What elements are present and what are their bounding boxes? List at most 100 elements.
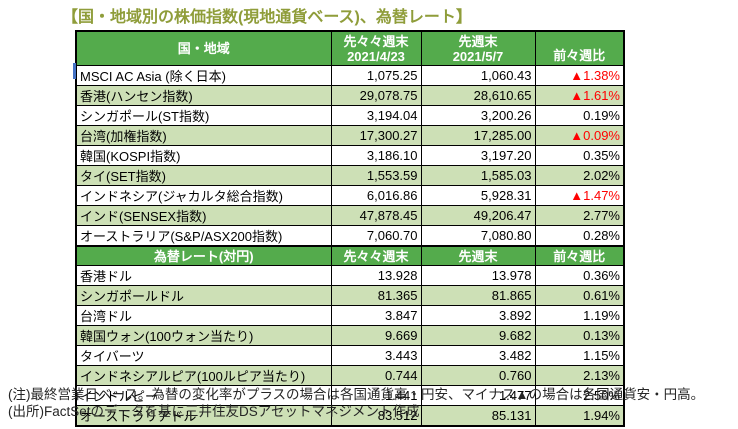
stock-header-prev2: 先々々週末 2021/4/23	[330, 30, 422, 66]
prev2-value-cell: 3.847	[330, 305, 422, 326]
fx-table-row: オーストラリアドル 83.512 85.131 1.94%	[75, 405, 625, 427]
prev2-value-cell: 0.744	[330, 365, 422, 386]
country-cell: シンガポールドル	[75, 285, 332, 306]
prev-value-cell: 0.760	[420, 365, 536, 386]
market-data-table: 国・地域 先々々週末 2021/4/23 先週末 2021/5/7 前々週比 M…	[75, 30, 625, 427]
change-cell: ▲1.38%	[534, 65, 625, 86]
prev-value-cell: 3.482	[420, 345, 536, 366]
prev2-value-cell: 7,060.70	[330, 225, 422, 247]
change-cell: 0.61%	[534, 285, 625, 306]
prev2-value-cell: 29,078.75	[330, 85, 422, 106]
country-cell: インドネシアルピア(100ルピア当たり)	[75, 365, 332, 386]
stock-header-change: 前々週比	[534, 30, 625, 66]
prev2-value-cell: 3,186.10	[330, 145, 422, 166]
stock-table-row: MSCI AC Asia (除く日本) 1,075.25 1,060.43 ▲1.38…	[75, 65, 625, 86]
country-cell: インドルピー	[75, 385, 332, 406]
country-cell: インドネシア(ジャカルタ総合指数)	[75, 185, 332, 206]
prev2-value-cell: 1,553.59	[330, 165, 422, 186]
stock-table-row: オーストラリア(S&P/ASX200指数) 7,060.70 7,080.80 0.2…	[75, 225, 625, 247]
prev-value-cell: 85.131	[420, 405, 536, 427]
prev-value-cell: 13.978	[420, 265, 536, 286]
country-cell: 韓国(KOSPI指数)	[75, 145, 332, 166]
source-line: (出所)FactSetのデータを基に三井住友DSアセットマネジメント作成	[8, 404, 420, 419]
stock-table-row: 台湾(加権指数) 17,300.27 17,285.00 ▲0.09%	[75, 125, 625, 146]
stock-table-row: インドネシア(ジャカルタ総合指数) 6,016.86 5,928.31 ▲1.47%	[75, 185, 625, 206]
country-cell: 台湾ドル	[75, 305, 332, 326]
stock-header-country: 国・地域	[75, 30, 332, 66]
change-cell: ▲0.09%	[534, 125, 625, 146]
change-cell: 0.19%	[534, 105, 625, 126]
stock-table-header: 国・地域 先々々週末 2021/4/23 先週末 2021/5/7 前々週比	[75, 30, 625, 66]
country-cell: オーストラリア(S&P/ASX200指数)	[75, 225, 332, 247]
stock-table-row: インド(SENSEX指数) 47,878.45 49,206.47 2.77%	[75, 205, 625, 226]
change-cell: 1.19%	[534, 305, 625, 326]
note-line: (注)最終営業日ベース。為替の変化率がプラスの場合は各国通貨高・円安、マイナス▲…	[8, 387, 705, 402]
country-cell: 韓国ウォン(100ウォン当たり)	[75, 325, 332, 346]
change-cell: 0.36%	[534, 265, 625, 286]
page-title: 【国・地域別の株価指数(現地通貨ベース)、為替レート】	[62, 9, 472, 26]
change-cell: 2.02%	[534, 165, 625, 186]
prev-value-cell: 3.892	[420, 305, 536, 326]
change-cell: 0.35%	[534, 145, 625, 166]
stock-header-prev2-date: 2021/4/23	[347, 48, 405, 64]
stock-header-row: 国・地域 先々々週末 2021/4/23 先週末 2021/5/7 前々週比	[75, 30, 625, 66]
prev2-value-cell: 9.669	[330, 325, 422, 346]
change-cell: 1.94%	[534, 405, 625, 427]
change-cell: 1.15%	[534, 345, 625, 366]
prev-value-cell: 81.865	[420, 285, 536, 306]
fx-header-prev: 先週末	[420, 245, 536, 266]
prev2-value-cell: 3.443	[330, 345, 422, 366]
fx-table-row: インドルピー 1.441 1.477 2.50%	[75, 385, 625, 406]
country-cell: オーストラリアドル	[75, 405, 332, 427]
stock-header-prev2-label: 先々々週末	[343, 33, 409, 49]
prev2-value-cell: 83.512	[330, 405, 422, 427]
country-cell: シンガポール(ST指数)	[75, 105, 332, 126]
prev2-value-cell: 47,878.45	[330, 205, 422, 226]
prev-value-cell: 3,197.20	[420, 145, 536, 166]
fx-header-row: 為替レート(対円) 先々々週末 先週末 前々週比	[75, 245, 625, 266]
fx-table-row: 香港ドル 13.928 13.978 0.36%	[75, 265, 625, 286]
country-cell: インド(SENSEX指数)	[75, 205, 332, 226]
prev-value-cell: 7,080.80	[420, 225, 536, 247]
prev2-value-cell: 1.441	[330, 385, 422, 406]
prev2-value-cell: 81.365	[330, 285, 422, 306]
country-cell: タイバーツ	[75, 345, 332, 366]
country-cell: MSCI AC Asia (除く日本)	[75, 65, 332, 86]
prev-value-cell: 1.477	[420, 385, 536, 406]
country-cell: 香港(ハンセン指数)	[75, 85, 332, 106]
stock-table-row: タイ(SET指数) 1,553.59 1,585.03 2.02%	[75, 165, 625, 186]
fx-header-country: 為替レート(対円)	[75, 245, 332, 266]
prev-value-cell: 5,928.31	[420, 185, 536, 206]
prev-value-cell: 1,585.03	[420, 165, 536, 186]
fx-header-prev2: 先々々週末	[330, 245, 422, 266]
prev-value-cell: 3,200.26	[420, 105, 536, 126]
prev-value-cell: 49,206.47	[420, 205, 536, 226]
prev-value-cell: 1,060.43	[420, 65, 536, 86]
fx-table-row: インドネシアルピア(100ルピア当たり) 0.744 0.760 2.13%	[75, 365, 625, 386]
stock-header-prev-label: 先週末	[458, 33, 498, 49]
fx-table-row: 韓国ウォン(100ウォン当たり) 9.669 9.682 0.13%	[75, 325, 625, 346]
prev2-value-cell: 6,016.86	[330, 185, 422, 206]
footnotes: (注)最終営業日ベース。為替の変化率がプラスの場合は各国通貨高・円安、マイナス▲…	[8, 386, 704, 420]
fx-table-row: 台湾ドル 3.847 3.892 1.19%	[75, 305, 625, 326]
stock-table-row: シンガポール(ST指数) 3,194.04 3,200.26 0.19%	[75, 105, 625, 126]
change-cell: 2.77%	[534, 205, 625, 226]
change-cell: 2.50%	[534, 385, 625, 406]
prev-value-cell: 28,610.65	[420, 85, 536, 106]
stock-table-row: 香港(ハンセン指数) 29,078.75 28,610.65 ▲1.61%	[75, 85, 625, 106]
stock-table-body: MSCI AC Asia (除く日本) 1,075.25 1,060.43 ▲1.38…	[75, 65, 625, 247]
fx-table-row: シンガポールドル 81.365 81.865 0.61%	[75, 285, 625, 306]
fx-header-change: 前々週比	[534, 245, 625, 266]
change-cell: ▲1.61%	[534, 85, 625, 106]
prev2-value-cell: 13.928	[330, 265, 422, 286]
fx-table-body: 香港ドル 13.928 13.978 0.36% シンガポールドル 81.365 81.86…	[75, 265, 625, 427]
fx-table-header: 為替レート(対円) 先々々週末 先週末 前々週比	[75, 245, 625, 266]
cell-cursor-marker	[73, 63, 76, 79]
prev-value-cell: 17,285.00	[420, 125, 536, 146]
fx-table-row: タイバーツ 3.443 3.482 1.15%	[75, 345, 625, 366]
country-cell: 香港ドル	[75, 265, 332, 286]
prev2-value-cell: 1,075.25	[330, 65, 422, 86]
change-cell: 0.13%	[534, 325, 625, 346]
stock-header-prev: 先週末 2021/5/7	[420, 30, 536, 66]
